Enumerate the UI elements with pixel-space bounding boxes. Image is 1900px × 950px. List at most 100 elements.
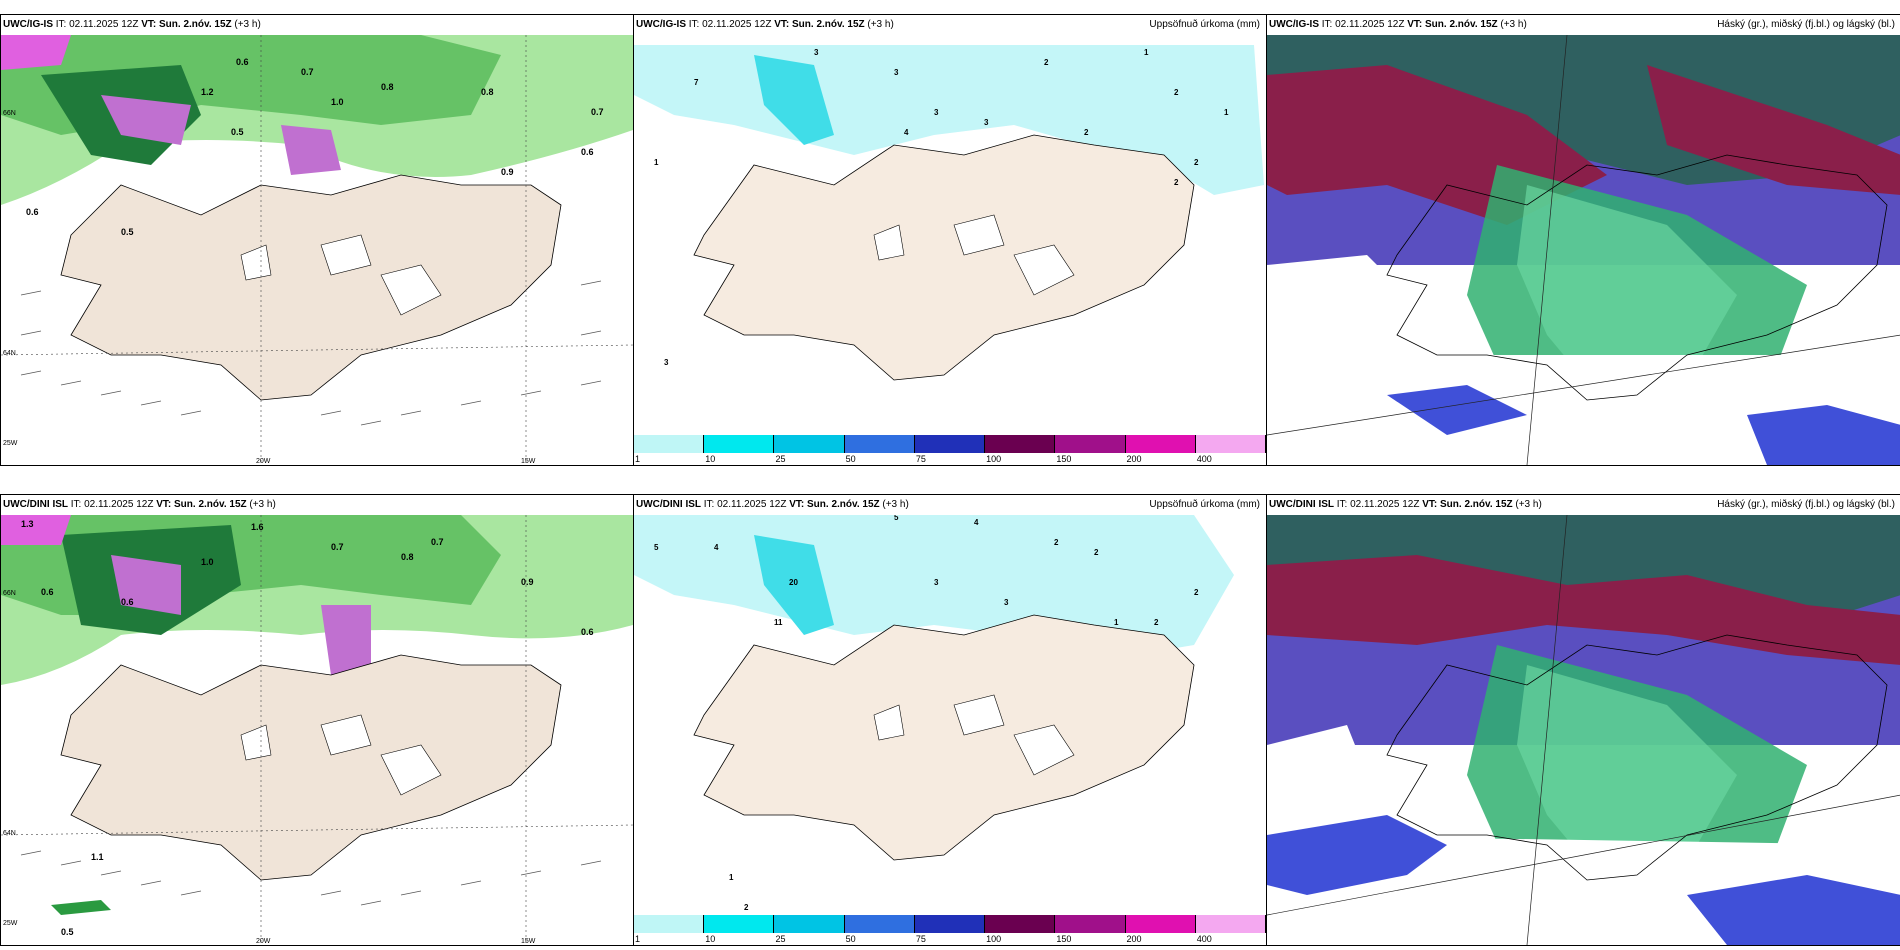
precip-value: 1 [729,873,734,882]
legend-label: 75 [915,454,926,464]
model-name: UWC/DINI ISL [1269,499,1334,510]
legend-swatch [704,915,775,933]
value-label: 0.9 [521,577,534,587]
legend-swatch [1055,915,1126,933]
value-label: 0.7 [591,107,604,117]
precip-value: 2 [1084,128,1089,137]
model-name: UWC/IG-IS [3,19,53,30]
value-label: 0.8 [481,87,494,97]
valid-label: VT: [774,19,790,30]
precip-value: 4 [714,543,719,552]
precip-value: 2 [1044,58,1049,67]
value-label: 0.5 [61,927,74,937]
precip-value: 5 [654,543,659,552]
precip-value: 5 [894,515,899,522]
value-label: 0.5 [121,227,134,237]
legend-swatch [985,915,1056,933]
lat-label: 66N [3,590,16,597]
precip-value: 1 [1144,48,1149,57]
precip-value: 2 [1194,588,1199,597]
model-name: UWC/DINI ISL [3,499,68,510]
legend-label: 25 [775,934,786,944]
legend-label: 150 [1056,934,1072,944]
panel-precip-bottom: UWC/DINI ISL IT: 02.11.2025 12Z VT: Sun.… [633,494,1267,946]
valid-time: Sun. 2.nóv. 15Z [1440,499,1513,510]
panel-subtitle: Háský (gr.), miðský (fj.bl.) og lágský (… [1717,499,1895,510]
model-name: UWC/IG-IS [1269,19,1319,30]
precip-legend: 1 10 25 50 75 100 150 200 400 [634,915,1266,945]
legend-swatch [914,915,986,933]
wind-map[interactable]: 1.3 0.6 0.7 1.0 1.6 0.6 0.7 0.8 0.9 1.1 … [1,515,633,945]
value-label: 1.1 [91,852,104,862]
legend-label: 150 [1056,454,1072,464]
legend-swatch [914,435,986,453]
precip-value: 3 [814,48,819,57]
lead-time: (+3 h) [882,499,909,510]
legend-swatch [1055,435,1126,453]
value-label: 1.6 [251,522,264,532]
legend-label: 100 [986,934,1002,944]
precip-value: 2 [744,903,749,912]
panel-subtitle: Uppsöfnuð úrkoma (mm) [1149,499,1260,510]
precip-legend: 1 10 25 50 75 100 150 200 400 [634,435,1266,465]
panel-header: UWC/IG-IS IT: 02.11.2025 12Z VT: Sun. 2.… [1267,15,1900,35]
legend-label: 400 [1196,454,1212,464]
legend-label: 10 [705,934,716,944]
legend-label: 25 [775,454,786,464]
lead-time: (+3 h) [867,19,894,30]
precip-value: 3 [934,108,939,117]
precip-value: 20 [789,578,798,587]
precip-value: 1 [1114,618,1119,627]
init-time: IT: 02.11.2025 12Z [1321,19,1405,30]
init-time: IT: 02.11.2025 12Z [55,19,139,30]
precip-value: 4 [904,128,909,137]
wind-map[interactable]: 0.6 0.7 0.8 0.5 0.9 1.0 1.2 0.6 0.7 0.8 … [1,35,633,465]
legend-swatch [1125,915,1196,933]
legend-label: 200 [1126,934,1142,944]
precip-map[interactable]: 7 3 3 3 2 2 1 2 3 4 1 1 2 2 3 [634,35,1266,435]
legend-swatch [774,915,845,933]
precip-value: 3 [894,68,899,77]
precip-value: 1 [1224,108,1229,117]
precip-value: 2 [1174,88,1179,97]
panel-wind-bottom: UWC/DINI ISL IT: 02.11.2025 12Z VT: Sun.… [0,494,634,946]
lon-label: 20W [256,458,271,465]
value-label: 0.6 [581,147,594,157]
legend-swatch [844,435,915,453]
lat-label: 64N [3,350,16,357]
init-time: IT: 02.11.2025 12Z [688,19,772,30]
legend-swatch [985,435,1056,453]
panel-wind-top: UWC/IG-IS IT: 02.11.2025 12Z VT: Sun. 2.… [0,14,634,466]
valid-label: VT: [141,19,157,30]
value-label: 0.6 [581,627,594,637]
precip-value: 11 [774,618,783,627]
precip-value: 2 [1094,548,1099,557]
value-label: 0.7 [301,67,314,77]
legend-swatch [774,435,845,453]
value-label: 0.7 [431,537,444,547]
lat-label: 66N [3,110,16,117]
legend-swatch [1125,435,1196,453]
legend-label: 200 [1126,454,1142,464]
value-label: 0.7 [331,542,344,552]
cloud-map[interactable] [1267,515,1900,945]
precip-value: 3 [934,578,939,587]
valid-label: VT: [789,499,805,510]
legend-label: 50 [845,934,856,944]
panel-header: UWC/DINI ISL IT: 02.11.2025 12Z VT: Sun.… [634,495,1266,515]
precip-value: 3 [664,358,669,367]
legend-label: 100 [986,454,1002,464]
valid-time: Sun. 2.nóv. 15Z [159,19,232,30]
lead-time: (+3 h) [234,19,261,30]
value-label: 1.0 [201,557,214,567]
lat-label: 64N [3,830,16,837]
panel-clouds-top: UWC/IG-IS IT: 02.11.2025 12Z VT: Sun. 2.… [1266,14,1900,466]
lon-label: 20W [256,938,271,945]
panel-header: UWC/IG-IS IT: 02.11.2025 12Z VT: Sun. 2.… [634,15,1266,35]
model-name: UWC/IG-IS [636,19,686,30]
precip-map[interactable]: 5 4 5 4 2 3 20 11 2 3 1 2 2 1 2 [634,515,1266,915]
legend-label: 400 [1196,934,1212,944]
cloud-map[interactable] [1267,35,1900,465]
legend-swatch [704,435,775,453]
legend-swatch [634,435,705,453]
